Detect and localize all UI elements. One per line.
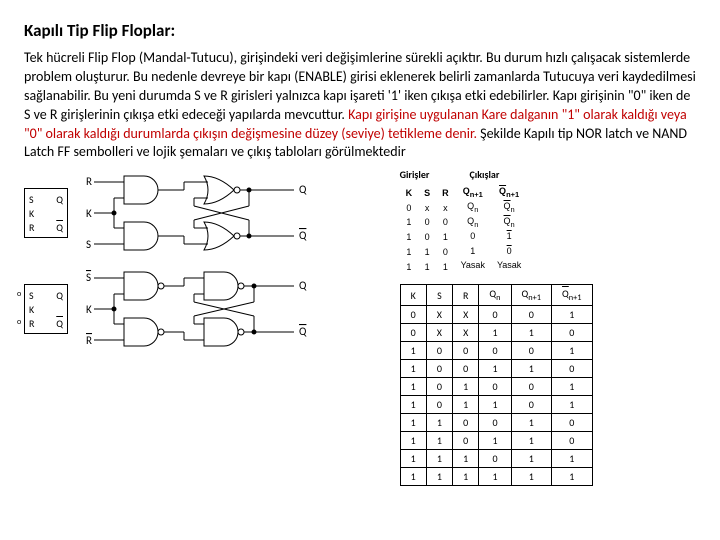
sym2-o1: o: [17, 289, 21, 299]
nor-circuit-svg: R K S Q Q: [74, 168, 334, 258]
figures-area: S K R Q Q: [24, 168, 696, 486]
sym2-r: R: [29, 317, 34, 330]
sym2-q: Q: [56, 289, 63, 302]
sym-qb: Q: [56, 221, 63, 234]
tables-column: Girişler Çıkışlar K S R Qn+1 Qn+1 0xxQnQ…: [400, 168, 696, 486]
inputs-label: Girişler: [400, 168, 430, 181]
bcol-qn1: Qn+1: [511, 285, 551, 306]
svg-text:Q: Q: [299, 279, 307, 292]
bcol-qn: Qn: [479, 285, 511, 306]
table-row: 111111: [400, 468, 592, 486]
nor-latch-group: S K R Q Q: [24, 168, 390, 258]
table-row: 10101: [400, 230, 528, 245]
table-row: 111YasakYasak: [400, 259, 528, 274]
circuits-column: S K R Q Q: [24, 168, 390, 486]
table-row: 100110: [400, 360, 592, 378]
col-qn1: Qn+1: [455, 185, 491, 200]
sym2-qb: Q: [56, 317, 63, 330]
bcol-qn1b: Qn+1: [552, 285, 592, 306]
table-row: 0XX110: [400, 324, 592, 342]
svg-text:Q: Q: [299, 325, 307, 338]
nand-symbol-box: o S K o R Q Q: [24, 284, 68, 334]
nor-symbol-box: S K R Q Q: [24, 188, 68, 238]
bcol-s: S: [426, 285, 452, 306]
table-row: 110110: [400, 432, 592, 450]
outputs-label: Çıkışlar: [469, 168, 499, 181]
svg-text:S: S: [86, 238, 91, 251]
col-k: K: [400, 185, 419, 200]
big-truth-table: K S R Qn Qn+1 Qn+1 0XX0010XX110100001100…: [400, 284, 593, 486]
sym2-k: K: [29, 303, 34, 316]
nand-circuit-svg: S K R Q Q: [74, 264, 334, 354]
table-row: 111011: [400, 450, 592, 468]
sym-k: K: [29, 207, 34, 220]
svg-text:Q: Q: [299, 183, 307, 196]
svg-text:S: S: [86, 271, 91, 284]
nand-latch-group: o S K o R Q Q: [24, 264, 390, 354]
sym-q: Q: [56, 193, 63, 206]
svg-text:K: K: [86, 207, 92, 220]
table-row: 101001: [400, 378, 592, 396]
bcol-r: R: [452, 285, 478, 306]
col-r: R: [436, 185, 455, 200]
bcol-k: K: [400, 285, 426, 306]
table-row: 0XX001: [400, 306, 592, 324]
svg-text:K: K: [86, 303, 92, 316]
sym2-o2: o: [17, 317, 21, 327]
col-s: S: [418, 185, 436, 200]
col-qn1b: Qn+1: [491, 185, 527, 200]
sym-r: R: [29, 221, 34, 234]
sym-s: S: [29, 193, 34, 206]
page-title: Kapılı Tip Flip Floplar:: [24, 20, 696, 41]
table-row: 100001: [400, 342, 592, 360]
table-row: 110010: [400, 414, 592, 432]
svg-text:R: R: [86, 175, 92, 188]
svg-text:R: R: [86, 334, 92, 347]
table-row: 101101: [400, 396, 592, 414]
tt-header-labels: Girişler Çıkışlar: [400, 168, 696, 181]
svg-text:Q: Q: [299, 229, 307, 242]
table-row: 11010: [400, 245, 528, 260]
body-paragraph: Tek hücreli Flip Flop (Mandal-Tutucu), g…: [24, 49, 696, 162]
table-row: 100QnQn: [400, 215, 528, 230]
small-truth-table: K S R Qn+1 Qn+1 0xxQnQn100QnQn1010111010…: [400, 185, 528, 274]
sym2-s: S: [29, 289, 34, 302]
table-row: 0xxQnQn: [400, 200, 528, 215]
